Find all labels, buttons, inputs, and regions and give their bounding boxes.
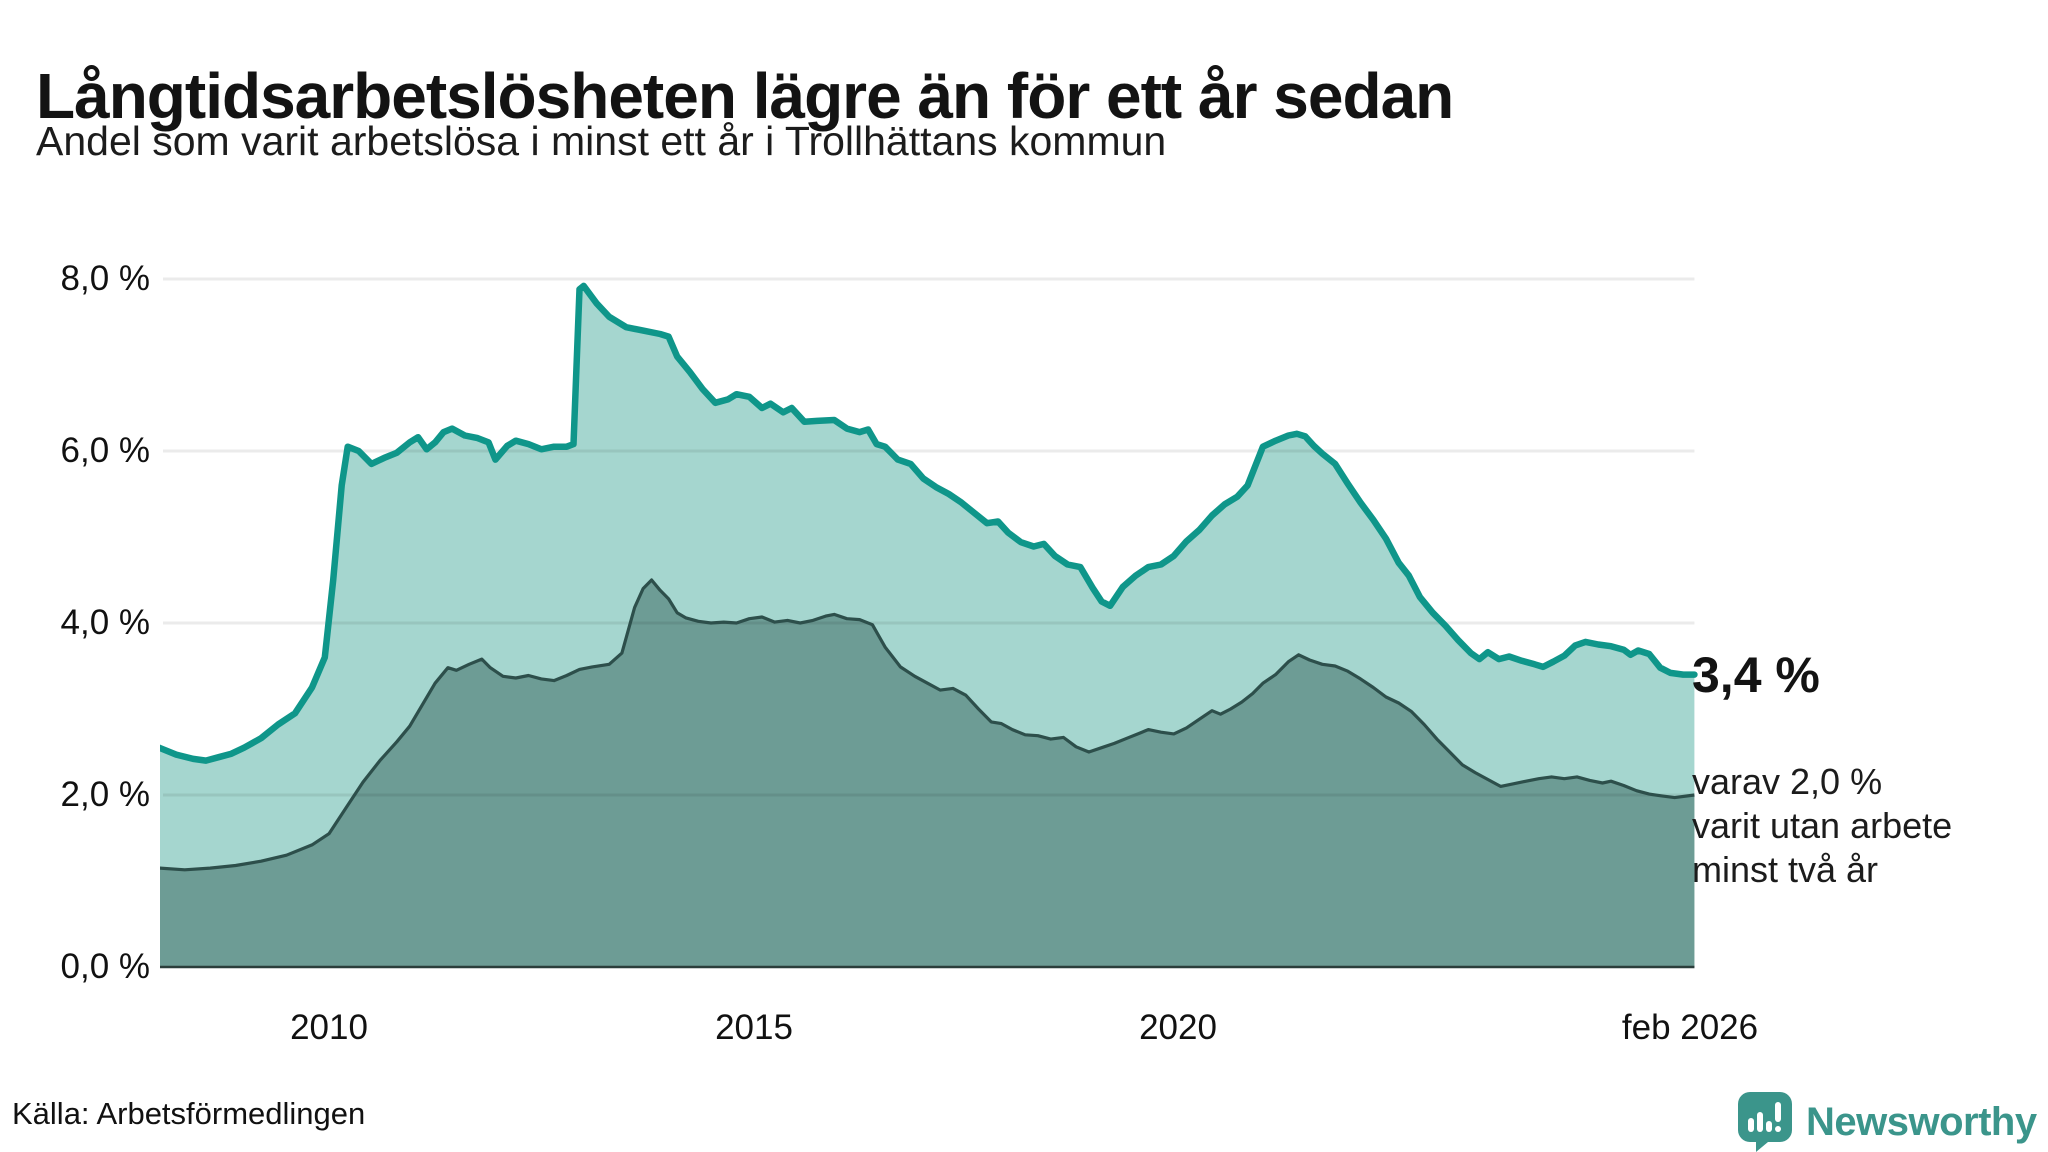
- y-axis-label-6: 6,0 %: [60, 431, 151, 470]
- newsworthy-wordmark: Newsworthy: [1806, 1099, 2037, 1144]
- detail-line-3: minst två år: [1692, 849, 1879, 890]
- series-line-one-year: [160, 282, 1698, 764]
- area-chart: [160, 277, 1698, 969]
- chart-subtitle: Andel som varit arbetslösa i minst ett å…: [36, 118, 1167, 164]
- x-axis-label-2015: 2015: [715, 1008, 793, 1047]
- latest-value-detail: varav 2,0 % varit utan arbete minst två …: [1692, 760, 1952, 892]
- y-axis-label-8: 8,0 %: [60, 259, 151, 298]
- series-fill: [160, 580, 1695, 967]
- newsworthy-icon: [1738, 1092, 1792, 1152]
- page-title: Långtidsarbetslösheten lägre än för ett …: [36, 59, 1454, 132]
- y-axis-label-2: 2,0 %: [60, 775, 151, 814]
- detail-line-2: varit utan arbete: [1692, 805, 1953, 846]
- source-note: Källa: Arbetsförmedlingen: [12, 1096, 366, 1131]
- newsworthy-logo: Newsworthy: [1738, 1092, 2037, 1152]
- x-axis-label-feb-2026: feb 2026: [1621, 1008, 1759, 1047]
- y-axis-label-0: 0,0 %: [60, 947, 151, 986]
- series-line-two-years: [160, 578, 1695, 872]
- x-axis-label-2010: 2010: [290, 1008, 368, 1047]
- latest-value-label: 3,4 %: [1692, 647, 1820, 703]
- y-axis-label-4: 4,0 %: [60, 603, 151, 642]
- detail-line-1: varav 2,0 %: [1692, 761, 1883, 802]
- x-axis-label-2020: 2020: [1139, 1008, 1217, 1047]
